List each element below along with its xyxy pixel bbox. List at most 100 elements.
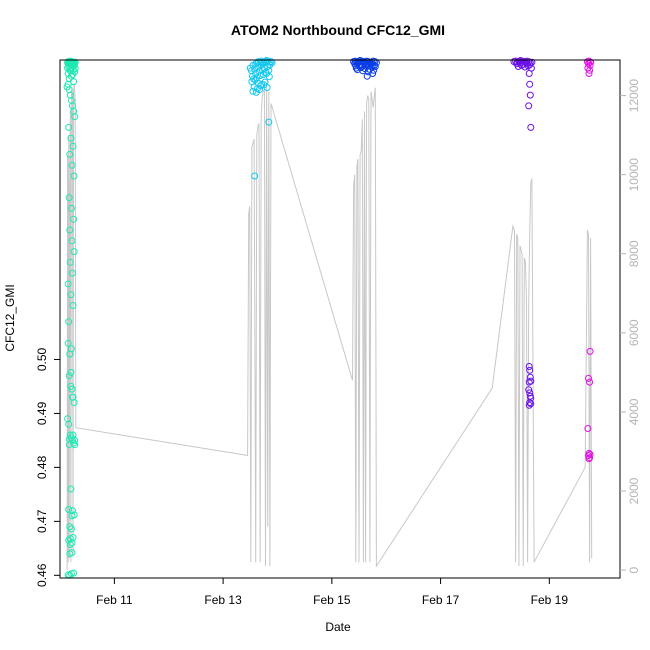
y-axis-right-altitude: 0 2000 4000 6000 8000 10000 12000 bbox=[620, 79, 641, 573]
data-point bbox=[67, 485, 75, 493]
data-point bbox=[67, 382, 75, 390]
series-2 bbox=[246, 57, 276, 180]
data-point bbox=[67, 204, 75, 212]
data-point bbox=[521, 63, 529, 71]
data-point bbox=[64, 339, 72, 347]
data-point bbox=[526, 91, 534, 99]
data-point bbox=[257, 82, 265, 90]
x-tick-label: Feb 17 bbox=[422, 593, 460, 607]
data-point bbox=[369, 70, 377, 77]
data-point bbox=[265, 73, 273, 81]
y2-tick-label: 2000 bbox=[627, 477, 641, 504]
data-point bbox=[65, 435, 73, 443]
data-point bbox=[70, 215, 78, 223]
data-point bbox=[585, 455, 593, 463]
data-point bbox=[352, 64, 360, 72]
y-axis-label: CFC12_GMI bbox=[3, 284, 17, 351]
data-point bbox=[586, 378, 594, 386]
data-point bbox=[525, 58, 533, 66]
data-point bbox=[67, 525, 75, 533]
data-point bbox=[585, 60, 592, 68]
data-point bbox=[525, 70, 533, 77]
data-point bbox=[70, 78, 78, 86]
y2-tick-label: 6000 bbox=[627, 319, 641, 346]
y2-tick-label: 4000 bbox=[627, 398, 641, 425]
data-point bbox=[525, 401, 533, 409]
y-tick-label: 0.50 bbox=[35, 347, 49, 371]
x-tick-label: Feb 15 bbox=[313, 593, 351, 607]
chart-title: ATOM2 Northbound CFC12_GMI bbox=[231, 22, 445, 38]
data-point bbox=[585, 57, 593, 65]
data-point bbox=[263, 84, 271, 91]
data-point bbox=[525, 102, 533, 110]
data-point bbox=[68, 549, 76, 557]
data-point bbox=[525, 363, 533, 370]
data-point bbox=[249, 87, 257, 95]
data-point bbox=[527, 400, 535, 408]
data-point bbox=[65, 318, 73, 326]
y2-tick-label: 10000 bbox=[627, 158, 641, 192]
x-tick-label: Feb 13 bbox=[204, 593, 242, 607]
y-tick-label: 0.48 bbox=[35, 455, 49, 479]
data-point bbox=[264, 63, 272, 70]
data-point bbox=[65, 194, 73, 202]
y2-tick-label: 12000 bbox=[627, 79, 641, 113]
data-point bbox=[527, 377, 535, 385]
data-point bbox=[68, 539, 76, 547]
altitude-track-layer bbox=[66, 83, 593, 571]
data-point bbox=[526, 399, 534, 407]
data-point bbox=[71, 68, 79, 76]
data-point bbox=[527, 394, 535, 402]
data-point bbox=[68, 161, 76, 169]
x-tick-label: Feb 19 bbox=[531, 593, 569, 607]
data-point bbox=[67, 570, 75, 578]
x-axis-label: Date bbox=[325, 620, 351, 634]
data-point bbox=[526, 366, 534, 374]
data-point bbox=[518, 61, 526, 69]
data-point bbox=[69, 142, 77, 150]
data-point bbox=[525, 378, 533, 386]
altitude-line bbox=[66, 83, 593, 571]
data-point bbox=[65, 441, 73, 449]
data-point bbox=[256, 72, 264, 80]
data-point bbox=[514, 63, 522, 70]
series-4 bbox=[510, 57, 536, 409]
data-point bbox=[70, 248, 78, 256]
x-tick-label: Feb 11 bbox=[96, 593, 133, 607]
series-1 bbox=[64, 339, 79, 579]
y-tick-label: 0.47 bbox=[35, 509, 49, 533]
y2-tick-label: 8000 bbox=[627, 240, 641, 267]
data-point bbox=[70, 511, 78, 519]
data-point bbox=[66, 535, 74, 543]
y2-tick-label: 0 bbox=[627, 566, 641, 573]
data-point bbox=[251, 172, 259, 180]
data-point bbox=[364, 68, 372, 76]
data-point bbox=[526, 373, 534, 381]
data-point bbox=[371, 63, 379, 70]
y-tick-label: 0.49 bbox=[35, 401, 49, 425]
data-point bbox=[64, 280, 72, 288]
series-3 bbox=[350, 57, 380, 80]
data-point bbox=[586, 66, 594, 74]
data-point bbox=[265, 118, 273, 126]
data-point bbox=[256, 86, 263, 94]
data-point bbox=[65, 506, 73, 513]
series-5 bbox=[583, 57, 595, 463]
data-point bbox=[363, 72, 371, 80]
data-point bbox=[67, 368, 75, 376]
data-point bbox=[66, 523, 74, 531]
data-point bbox=[69, 302, 77, 309]
data-point bbox=[259, 71, 267, 79]
data-point bbox=[69, 507, 76, 515]
data-point bbox=[66, 258, 74, 266]
data-point bbox=[67, 291, 75, 299]
plot-frame bbox=[59, 59, 621, 579]
x-axis: Feb 11 Feb 13 Feb 15 Feb 17 Feb 19 bbox=[96, 578, 568, 607]
data-point bbox=[526, 80, 534, 88]
y-axis-left: 0.46 0.47 0.48 0.49 0.50 bbox=[35, 347, 60, 587]
data-point bbox=[587, 58, 595, 66]
data-point bbox=[584, 425, 592, 432]
data-point bbox=[66, 350, 74, 358]
